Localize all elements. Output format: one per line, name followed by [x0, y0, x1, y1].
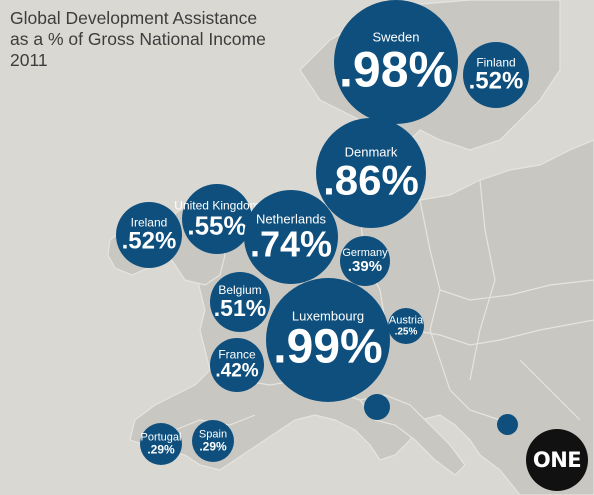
country-value: .99%	[273, 320, 383, 374]
bubble-luxembourg: Luxembourg .99%	[266, 278, 390, 402]
bubble-sweden: Sweden .98%	[334, 0, 458, 124]
country-value: .39%	[347, 258, 383, 275]
bubble-portugal: Portugal .29%	[140, 423, 182, 465]
country-label: Sweden	[372, 29, 420, 45]
country-label: Luxembourg	[291, 308, 365, 324]
bubble-germany: Germany .39%	[340, 236, 390, 286]
bubble-austria: Austria .25%	[388, 308, 424, 344]
chart-title: Global Development Assistance as a % of …	[10, 8, 320, 71]
country-value: .55%	[187, 210, 247, 241]
bubble-netherlands: Netherlands .74%	[244, 190, 338, 284]
country-label: Denmark	[344, 144, 398, 160]
country-value: .98%	[339, 41, 453, 98]
bubble-belgium: Belgium .51%	[210, 272, 270, 332]
bubble-denmark: Denmark .86%	[316, 118, 426, 228]
country-label: Austria	[388, 314, 424, 327]
title-line-1: Global Development Assistance	[10, 8, 258, 28]
country-value: .86%	[323, 156, 419, 204]
country-label: Portugal	[140, 431, 182, 444]
country-value: .51%	[213, 295, 267, 321]
country-label: Spain	[198, 428, 228, 441]
title-line-2: as a % of Gross National Income	[10, 29, 266, 49]
country-value: .25%	[394, 326, 418, 338]
bubble-ireland: Ireland .52%	[116, 202, 182, 268]
country-value: .52%	[121, 227, 177, 255]
country-label: United Kingdom	[174, 198, 260, 213]
country-value: .29%	[147, 442, 175, 457]
title-line-3: 2011	[10, 50, 48, 70]
country-label: Germany	[342, 247, 388, 259]
country-label: Finland	[476, 55, 516, 70]
country-label: Ireland	[130, 215, 168, 230]
country-value: .29%	[199, 439, 227, 454]
bubble-spain: Spain .29%	[192, 420, 234, 462]
country-value: .74%	[249, 223, 333, 265]
country-label: France	[218, 347, 256, 362]
bubble-finland: Finland .52%	[463, 42, 529, 108]
bubble-unlabeled-1	[364, 394, 390, 420]
bubble-unlabeled-2	[497, 414, 518, 435]
country-value: .42%	[215, 360, 259, 382]
country-value: .52%	[468, 67, 524, 95]
country-label: Belgium	[218, 283, 262, 297]
bubble-united-kingdom: United Kingdom .55%	[174, 184, 260, 254]
country-label: Netherlands	[255, 211, 327, 227]
bubble-france: France .42%	[210, 338, 264, 392]
one-logo: ONE	[526, 429, 588, 491]
